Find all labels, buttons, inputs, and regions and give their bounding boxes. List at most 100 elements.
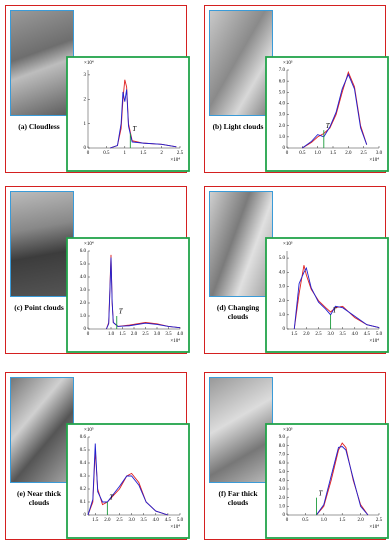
panel: (b) Light clouds 0 0.5 1.0 1.5 2.0 2.5 3.0 0 1.0 2… [204,5,389,173]
x-multiplier: ×10⁴ [369,338,379,344]
panel: (e) Near thick clouds 1.5 2.0 2.5 3.0 3.5 4.0 4… [5,372,190,540]
x-tick-label: 2.5 [376,518,383,523]
x-multiplier: ×10⁴ [170,157,180,163]
x-tick-label: 2.5 [177,151,184,156]
caption: (c) Point clouds [14,303,64,312]
x-tick-label: 3.0 [327,332,334,337]
x-tick-label: 1.5 [119,332,126,337]
x-tick-label: 4.0 [153,518,160,523]
y-tick-label: 0.5 [80,448,87,453]
x-multiplier: ×10⁴ [369,157,379,163]
chart-frame [66,237,190,353]
x-tick-label: 0 [87,332,90,337]
y-tick-label: 5.0 [80,262,87,267]
x-tick-label: 2.0 [345,151,352,156]
threshold-label: T [119,308,124,316]
x-tick-label: 0.5 [103,151,110,156]
y-tick-label: 4.0 [279,478,286,483]
x-tick-label: 2.5 [361,151,368,156]
y-tick-label: 1.0 [279,504,286,509]
y-tick-label: 0 [283,146,286,151]
y-tick-label: 0 [84,513,87,518]
x-tick-label: 3.0 [154,332,161,337]
y-tick-label: 8.0 [279,444,286,449]
x-tick-label: 3.0 [128,518,135,523]
threshold-label: T [318,489,323,497]
x-tick-label: 1 [124,151,127,156]
chart: 0 0.5 1.0 1.5 2.0 2.5 3.0 0 1.0 2.0 3.0 4.0 5.0 6.0 7.… [265,56,389,172]
x-tick-label: 0 [87,151,90,156]
x-tick-label: 3.5 [141,518,148,523]
y-tick-label: 2.0 [279,496,286,501]
x-tick-label: 1.5 [339,518,346,523]
y-tick-label: 3.0 [279,285,286,290]
y-tick-label: 6.0 [279,461,286,466]
x-tick-label: 1.0 [108,332,115,337]
y-tick-label: 2.0 [80,301,87,306]
caption: (d) Changing clouds [216,303,260,321]
y-tick-label: 9.0 [279,435,286,440]
y-tick-label: 5.0 [279,470,286,475]
satellite-image [209,191,273,297]
panel: (d) Changing clouds 1.5 2.0 2.5 3.0 3.5 4.0 4.5… [204,186,389,354]
y-tick-label: 2.0 [279,124,286,129]
x-tick-label: 1.5 [140,151,147,156]
y-tick-label: 0 [84,327,87,332]
x-tick-label: 4.0 [352,332,359,337]
x-tick-label: 1.0 [315,151,322,156]
y-tick-label: 0.4 [80,461,87,466]
y-multiplier: ×10⁵ [84,427,94,433]
curve [293,265,380,330]
x-tick-label: 2.5 [142,332,149,337]
y-tick-label: 6.0 [279,79,286,84]
chart: 1.5 2.0 2.5 3.0 3.5 4.0 4.5 5.0 0 1.0 2.0 3.0 4.0 5.0… [265,237,389,353]
x-tick-label: 2.0 [357,518,364,523]
y-tick-label: 4.0 [80,275,87,280]
chart: 0 1.0 1.5 2.0 2.5 3.0 3.5 4.0 0 1.0 2.0 3.0 4.0 5.0 6.… [66,237,190,353]
chart: 1.5 2.0 2.5 3.0 3.5 4.0 4.5 5.0 0 0.1 0.2 0.3 0.4 0.5… [66,423,190,539]
satellite-image [10,10,74,116]
panel: (a) Cloudless 0 0.5 1 1.5 2 2.5 0 1 2 3 ×10⁴ ×10⁴ T [5,5,190,173]
y-tick-label: 0.1 [80,500,87,505]
y-tick-label: 1.0 [279,135,286,140]
y-tick-label: 5.0 [279,90,286,95]
y-tick-label: 3 [84,73,87,78]
y-tick-label: 0 [84,146,87,151]
x-multiplier: ×10⁴ [170,338,180,344]
x-tick-label: 0.5 [299,151,306,156]
x-tick-label: 1.5 [330,151,337,156]
x-tick-label: 4.5 [364,332,371,337]
y-tick-label: 5.0 [279,256,286,261]
x-tick-label: 2.5 [116,518,123,523]
y-tick-label: 3.0 [279,113,286,118]
caption: (a) Cloudless [18,122,60,131]
x-tick-label: 2.0 [303,332,310,337]
threshold-label: T [326,122,331,130]
curve [316,446,369,516]
y-multiplier: ×10⁴ [84,241,94,247]
curve [105,257,181,330]
x-tick-label: 0 [286,151,289,156]
y-tick-label: 4.0 [279,102,286,107]
chart-frame [265,56,389,172]
x-tick-label: 4.0 [177,332,184,337]
chart-frame [265,423,389,539]
chart-frame [66,423,190,539]
y-tick-label: 1 [84,122,87,127]
y-tick-label: 3.0 [80,288,87,293]
y-tick-label: 4.0 [279,270,286,275]
y-tick-label: 6.0 [80,249,87,254]
chart-frame [265,237,389,353]
x-multiplier: ×10⁴ [369,524,379,530]
satellite-image [209,10,273,116]
x-tick-label: 3.5 [165,332,172,337]
x-tick-label: 3.0 [376,151,383,156]
y-tick-label: 7.0 [279,68,286,73]
x-tick-label: 0 [286,518,289,523]
x-tick-label: 4.5 [165,518,172,523]
caption: (b) Light clouds [212,122,264,131]
curve [302,73,368,149]
threshold-label: T [109,494,114,502]
satellite-image [10,191,74,297]
